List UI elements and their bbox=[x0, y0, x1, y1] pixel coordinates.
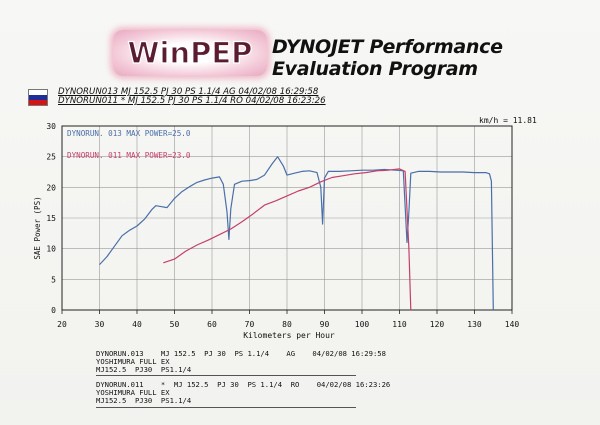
winpep-logo: WinPEP bbox=[113, 30, 267, 76]
y-axis-title: SAE Power (PS) bbox=[33, 196, 42, 259]
legend-layer: DYNORUN. 013 MAX POWER=25.0 DYNORUN. 011 … bbox=[67, 129, 191, 160]
notes-divider-1 bbox=[96, 375, 356, 376]
y-tick-label: 0 bbox=[51, 306, 56, 315]
notes-divider-2 bbox=[96, 407, 356, 408]
y-tick-label: 5 bbox=[51, 275, 56, 284]
y-tick-label: 20 bbox=[46, 183, 56, 192]
y-tick-label: 10 bbox=[46, 245, 56, 254]
series-line-011 bbox=[163, 168, 412, 310]
kmh-factor-label: km/h = 11.81 bbox=[479, 116, 537, 125]
report-title: DYNOJET Performance Evaluation Program bbox=[272, 36, 503, 80]
series-line-013 bbox=[99, 156, 494, 310]
x-tick-label: 80 bbox=[282, 320, 292, 329]
notes-run-011: DYNORUN.011 * MJ 152.5 PJ 30 PS 1.1/4 RO… bbox=[96, 380, 391, 406]
x-tick-label: 90 bbox=[320, 320, 330, 329]
y-tick-label: 30 bbox=[46, 122, 56, 131]
run-header-013: DYNORUN013 MJ 152.5 PJ 30 PS 1.1/4 AG 04… bbox=[58, 87, 319, 97]
y-tick-label: 25 bbox=[46, 153, 56, 162]
legend-entry-013: DYNORUN. 013 MAX POWER=25.0 bbox=[67, 129, 191, 138]
x-tick-label: 50 bbox=[170, 320, 180, 329]
x-tick-label: 60 bbox=[207, 320, 217, 329]
x-tick-label: 30 bbox=[95, 320, 105, 329]
logo-text: WinPEP bbox=[128, 36, 253, 70]
grid-layer bbox=[62, 126, 512, 310]
y-tick-label: 15 bbox=[46, 214, 56, 223]
x-tick-label: 70 bbox=[245, 320, 255, 329]
winpep-logo-mark: WinPEP bbox=[127, 35, 253, 70]
x-tick-label: 40 bbox=[132, 320, 142, 329]
x-tick-label: 140 bbox=[505, 320, 520, 329]
x-tick-label: 130 bbox=[467, 320, 482, 329]
report-title-line2: Evaluation Program bbox=[272, 58, 478, 80]
notes-run-013: DYNORUN.013 MJ 152.5 PJ 30 PS 1.1/4 AG 0… bbox=[96, 349, 386, 375]
x-tick-label: 110 bbox=[392, 320, 407, 329]
x-axis-title: Kilometers per Hour bbox=[243, 331, 335, 340]
x-tick-label: 100 bbox=[355, 320, 370, 329]
run-header-011: DYNORUN011 * MJ 152.5 PJ 30 PS 1.1/4 RO … bbox=[58, 96, 326, 106]
x-tick-label: 120 bbox=[430, 320, 445, 329]
report-title-line1: DYNOJET Performance bbox=[272, 36, 503, 58]
axis-layer: 20 30 40 50 60 70 80 90 100 110 120 130 140 0 5 10 15 20 2… bbox=[46, 122, 519, 329]
series-layer bbox=[99, 156, 494, 310]
flag-icon bbox=[28, 89, 48, 106]
legend-entry-011: DYNORUN. 011 MAX POWER=23.0 bbox=[67, 151, 191, 160]
x-tick-label: 20 bbox=[57, 320, 67, 329]
